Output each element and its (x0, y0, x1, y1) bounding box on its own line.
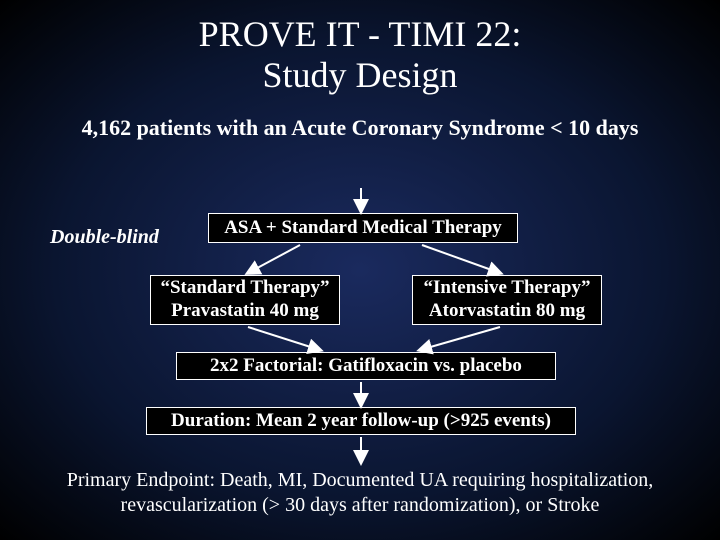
title-line1: PROVE IT - TIMI 22: (0, 14, 720, 55)
double-blind-label: Double-blind (50, 226, 159, 249)
box-asa-therapy: ASA + Standard Medical Therapy (208, 213, 518, 243)
box-factorial-text: 2x2 Factorial: Gatifloxacin vs. placebo (210, 355, 522, 378)
box-standard-line2: Pravastatin 40 mg (171, 300, 319, 323)
box-standard-arm: “Standard Therapy” Pravastatin 40 mg (150, 275, 340, 325)
endpoint-line2: revascularization (> 30 days after rando… (12, 493, 708, 518)
box-duration-text: Duration: Mean 2 year follow-up (>925 ev… (171, 410, 551, 433)
box-intensive-line2: Atorvastatin 80 mg (429, 300, 585, 323)
box-asa-text: ASA + Standard Medical Therapy (224, 217, 502, 240)
slide-title: PROVE IT - TIMI 22: Study Design (0, 0, 720, 97)
box-factorial: 2x2 Factorial: Gatifloxacin vs. placebo (176, 352, 556, 380)
endpoint-line1: Primary Endpoint: Death, MI, Documented … (12, 468, 708, 493)
box-intensive-line1: “Intensive Therapy” (424, 277, 591, 300)
patient-population: 4,162 patients with an Acute Coronary Sy… (0, 115, 720, 141)
box-intensive-arm: “Intensive Therapy” Atorvastatin 80 mg (412, 275, 602, 325)
box-duration: Duration: Mean 2 year follow-up (>925 ev… (146, 407, 576, 435)
title-line2: Study Design (0, 55, 720, 96)
box-standard-line1: “Standard Therapy” (160, 277, 329, 300)
primary-endpoint: Primary Endpoint: Death, MI, Documented … (0, 468, 720, 518)
